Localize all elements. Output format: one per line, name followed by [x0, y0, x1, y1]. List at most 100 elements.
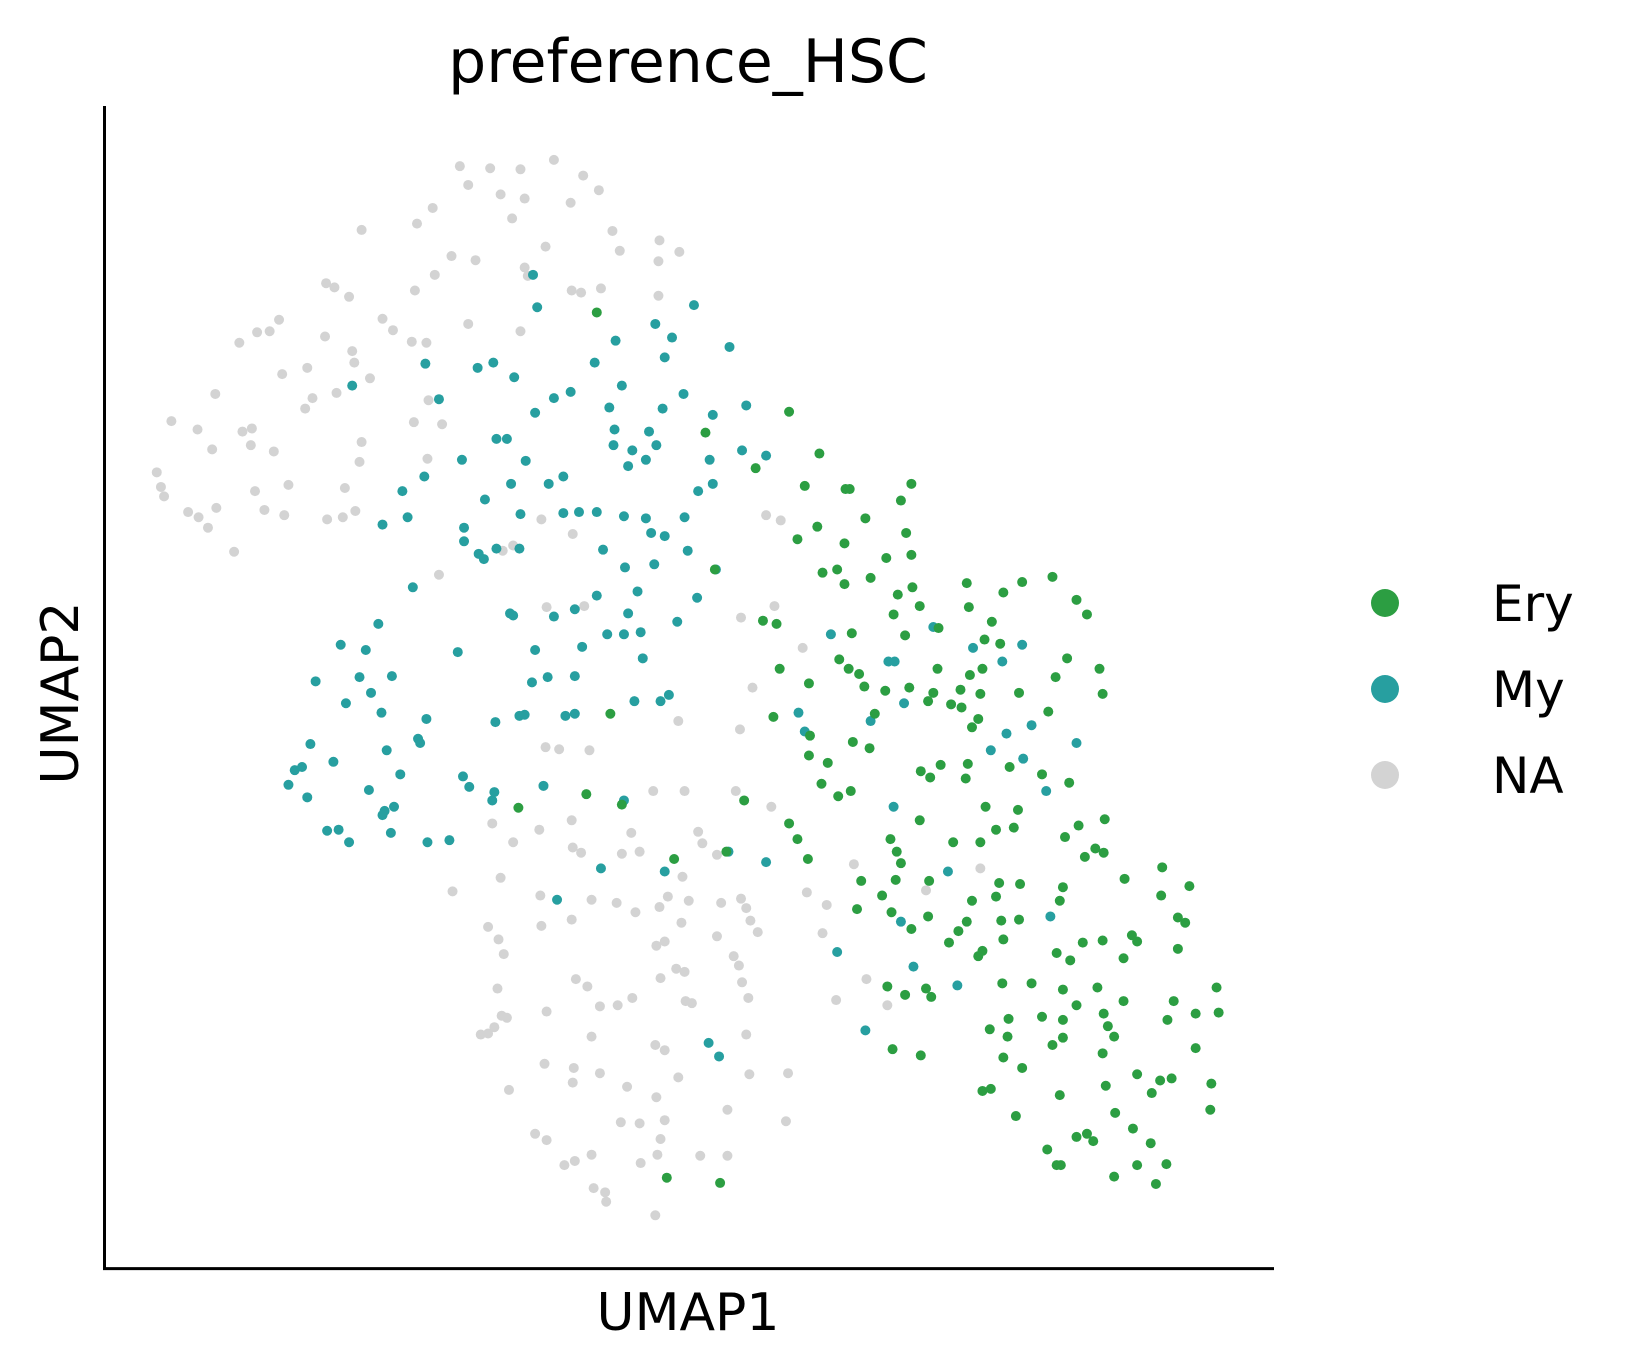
point: [1054, 895, 1065, 906]
point: [901, 527, 912, 538]
point: [679, 786, 690, 797]
point: [463, 318, 474, 329]
point: [595, 863, 606, 874]
point: [956, 702, 967, 713]
point: [478, 554, 489, 565]
point: [1132, 1069, 1143, 1080]
point: [964, 670, 975, 681]
point: [1012, 804, 1023, 815]
point: [923, 911, 934, 922]
point: [183, 507, 194, 518]
point: [761, 450, 772, 461]
point: [991, 824, 1002, 835]
point: [1100, 1080, 1111, 1091]
point: [1146, 1088, 1157, 1099]
point: [672, 616, 683, 627]
point: [607, 225, 618, 236]
point: [1003, 1013, 1014, 1024]
point: [1051, 948, 1062, 959]
point: [558, 508, 569, 519]
point: [771, 618, 782, 629]
point: [996, 915, 1007, 926]
point: [566, 914, 577, 925]
point: [377, 519, 388, 530]
point: [650, 1210, 661, 1221]
point: [1045, 911, 1056, 922]
point: [1050, 672, 1061, 683]
point: [877, 890, 888, 901]
point: [515, 164, 526, 175]
point: [784, 406, 795, 417]
point: [207, 444, 218, 455]
point: [750, 463, 761, 474]
point: [297, 762, 308, 773]
point: [654, 902, 665, 913]
point: [307, 393, 318, 404]
point: [792, 834, 803, 845]
point: [673, 716, 684, 727]
point: [1090, 843, 1101, 854]
point: [846, 628, 857, 639]
point: [1211, 982, 1222, 993]
point: [652, 1149, 663, 1160]
point: [381, 745, 392, 756]
point: [651, 440, 662, 451]
point: [268, 446, 279, 457]
point: [679, 966, 690, 977]
point: [604, 402, 615, 413]
point: [605, 708, 616, 719]
point: [252, 327, 263, 338]
point: [526, 677, 537, 688]
point: [892, 589, 903, 600]
point: [627, 445, 638, 456]
legend-label: My: [1492, 661, 1565, 719]
point: [349, 357, 360, 368]
point: [610, 335, 621, 346]
point: [722, 1104, 733, 1115]
point: [686, 998, 697, 1009]
point: [322, 514, 333, 525]
point: [659, 936, 670, 947]
point: [340, 698, 351, 709]
point: [817, 928, 828, 939]
point: [1166, 1073, 1177, 1084]
point: [528, 269, 539, 280]
point: [722, 1150, 733, 1161]
point: [784, 818, 795, 829]
point: [614, 245, 625, 256]
x-axis-label: UMAP1: [597, 1283, 780, 1343]
point: [637, 653, 648, 664]
point: [578, 170, 589, 181]
point: [634, 1118, 645, 1129]
point: [415, 737, 426, 748]
point: [848, 859, 859, 870]
point: [446, 251, 457, 262]
point: [1097, 1048, 1108, 1059]
point: [402, 512, 413, 523]
point: [975, 688, 986, 699]
point: [246, 423, 257, 434]
point: [559, 1160, 570, 1171]
point: [1026, 720, 1037, 731]
legend-marker: [1371, 675, 1399, 703]
point: [601, 1196, 612, 1207]
point: [960, 773, 971, 784]
legend-marker: [1371, 761, 1399, 789]
point: [804, 730, 815, 741]
point: [973, 713, 984, 724]
point: [616, 799, 627, 810]
point: [663, 689, 674, 700]
point: [632, 586, 643, 597]
point: [423, 395, 434, 406]
point: [739, 795, 750, 806]
point: [1119, 873, 1130, 884]
point: [1057, 1032, 1068, 1043]
point: [237, 426, 248, 437]
point: [337, 512, 348, 523]
point: [1081, 609, 1092, 620]
point: [536, 920, 547, 931]
point: [283, 779, 294, 790]
point: [843, 663, 854, 674]
point: [741, 903, 752, 914]
point: [1064, 777, 1075, 788]
